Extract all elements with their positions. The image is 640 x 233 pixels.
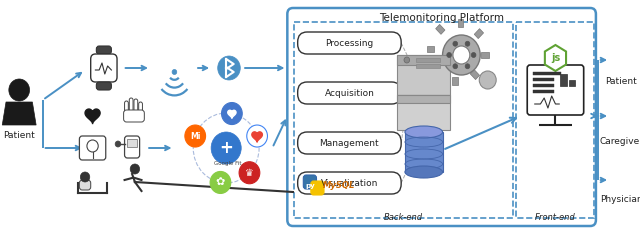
Bar — [470, 70, 479, 80]
FancyBboxPatch shape — [97, 82, 111, 90]
FancyBboxPatch shape — [303, 175, 317, 189]
FancyBboxPatch shape — [129, 98, 133, 115]
Bar — [416, 64, 440, 68]
Circle shape — [612, 31, 630, 49]
Ellipse shape — [405, 126, 443, 138]
Text: Google Fit: Google Fit — [214, 161, 242, 165]
Bar — [405, 132, 443, 172]
Polygon shape — [545, 45, 566, 71]
FancyBboxPatch shape — [134, 99, 138, 115]
Circle shape — [247, 125, 268, 147]
Polygon shape — [607, 168, 636, 188]
Circle shape — [218, 56, 240, 80]
Text: Visualization: Visualization — [321, 178, 378, 188]
Circle shape — [465, 41, 470, 46]
Text: Management: Management — [319, 138, 380, 147]
Text: MySQL: MySQL — [323, 182, 355, 191]
Text: Patient: Patient — [3, 130, 35, 140]
Circle shape — [447, 52, 451, 58]
Text: Back-end: Back-end — [384, 213, 423, 223]
Polygon shape — [85, 109, 100, 123]
Text: js: js — [551, 53, 560, 63]
Text: Caregiver: Caregiver — [599, 137, 640, 147]
Circle shape — [130, 164, 140, 174]
Circle shape — [239, 162, 260, 184]
Bar — [458, 19, 463, 27]
Circle shape — [9, 79, 29, 101]
Circle shape — [465, 64, 470, 69]
FancyBboxPatch shape — [97, 46, 111, 54]
Circle shape — [479, 71, 496, 89]
Polygon shape — [3, 102, 36, 125]
FancyBboxPatch shape — [91, 54, 117, 82]
Text: Mi: Mi — [190, 132, 200, 140]
Polygon shape — [228, 110, 236, 118]
FancyBboxPatch shape — [124, 110, 145, 122]
Text: Physician: Physician — [600, 195, 640, 205]
FancyBboxPatch shape — [79, 136, 106, 160]
Text: +: + — [220, 139, 233, 157]
Bar — [427, 46, 434, 52]
FancyBboxPatch shape — [298, 172, 401, 194]
Circle shape — [172, 69, 177, 75]
Circle shape — [453, 46, 470, 64]
Bar — [560, 74, 567, 86]
FancyBboxPatch shape — [298, 32, 401, 54]
Polygon shape — [252, 132, 262, 142]
Circle shape — [612, 149, 630, 167]
Bar — [397, 55, 450, 65]
FancyBboxPatch shape — [527, 65, 584, 115]
Circle shape — [221, 103, 242, 124]
Bar — [416, 58, 440, 62]
Text: Patient: Patient — [605, 78, 637, 86]
Ellipse shape — [405, 166, 443, 178]
Bar — [452, 77, 458, 85]
Text: ♛: ♛ — [245, 168, 254, 178]
Bar — [533, 72, 561, 75]
Bar — [397, 55, 450, 95]
Text: Front-end: Front-end — [534, 213, 575, 223]
Text: ✿: ✿ — [216, 178, 225, 188]
Bar — [397, 95, 450, 103]
Circle shape — [612, 180, 616, 184]
FancyBboxPatch shape — [139, 102, 143, 115]
Text: py: py — [305, 183, 315, 189]
Circle shape — [211, 132, 241, 164]
Bar — [533, 90, 554, 93]
FancyBboxPatch shape — [298, 82, 401, 104]
Bar — [397, 95, 450, 130]
Bar — [533, 84, 554, 87]
Circle shape — [81, 172, 90, 182]
FancyBboxPatch shape — [311, 181, 324, 195]
Bar — [127, 139, 137, 147]
Bar — [294, 22, 513, 218]
Circle shape — [453, 64, 458, 69]
FancyBboxPatch shape — [298, 132, 401, 154]
Circle shape — [115, 141, 121, 147]
Polygon shape — [607, 110, 636, 130]
FancyBboxPatch shape — [125, 136, 140, 158]
Bar — [533, 78, 554, 81]
Bar — [431, 65, 441, 75]
Circle shape — [185, 125, 205, 147]
Circle shape — [443, 35, 480, 75]
Bar — [516, 22, 594, 218]
Circle shape — [612, 91, 630, 109]
Text: Telemonitoring Platform: Telemonitoring Platform — [379, 13, 504, 23]
Circle shape — [627, 180, 630, 184]
Bar — [481, 52, 489, 58]
FancyBboxPatch shape — [79, 180, 91, 190]
Bar — [436, 24, 445, 34]
FancyBboxPatch shape — [287, 8, 596, 226]
Text: Processing: Processing — [325, 38, 374, 48]
Circle shape — [453, 41, 458, 46]
Circle shape — [471, 52, 476, 58]
Polygon shape — [607, 50, 636, 70]
Circle shape — [404, 57, 410, 63]
Bar — [568, 80, 575, 86]
Circle shape — [210, 171, 231, 193]
Bar — [474, 29, 484, 39]
Text: Acquisition: Acquisition — [324, 89, 374, 97]
FancyBboxPatch shape — [125, 101, 129, 115]
